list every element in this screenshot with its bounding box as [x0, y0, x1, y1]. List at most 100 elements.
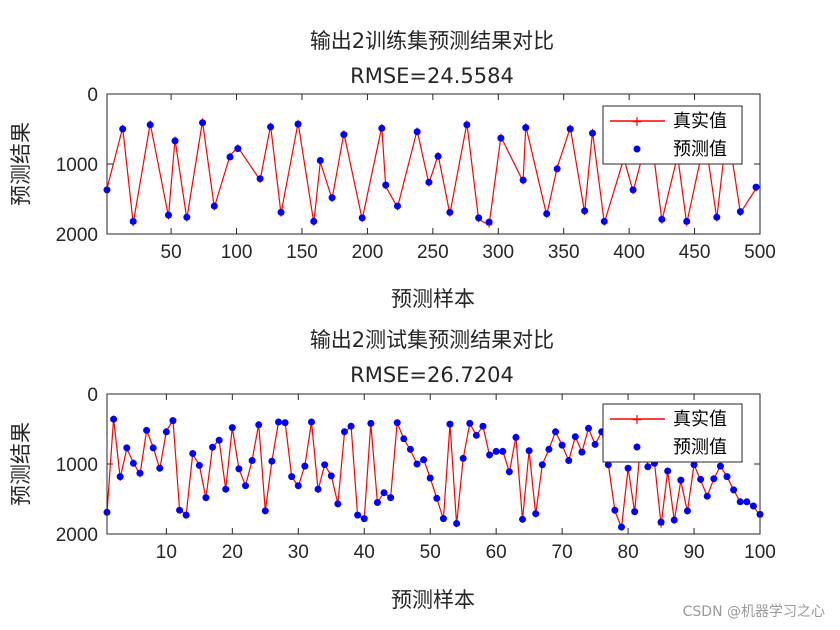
predicted-point — [723, 473, 731, 481]
predicted-point — [222, 485, 230, 493]
legend-entry-true: 真实值 — [673, 111, 727, 132]
legend-dot-swatch — [633, 145, 641, 153]
predicted-point — [327, 472, 335, 480]
predicted-point — [519, 176, 527, 184]
predicted-point — [294, 482, 302, 490]
predicted-point — [463, 121, 471, 129]
predicted-point — [600, 217, 608, 225]
legend-box — [602, 403, 743, 463]
predicted-point — [604, 461, 612, 469]
predicted-point — [195, 461, 203, 469]
predicted-point — [248, 457, 256, 464]
predicted-point — [268, 457, 276, 465]
y-tick-label: 1000 — [56, 155, 98, 176]
predicted-point — [677, 476, 685, 484]
predicted-point — [149, 444, 157, 452]
predicted-point — [274, 418, 282, 426]
chart-subtitle: RMSE=24.5584 — [350, 64, 514, 88]
predicted-point — [492, 447, 500, 455]
x-tick-label: 50 — [161, 242, 182, 263]
test-chart: 输出2测试集预测结果对比 RMSE=26.7204 10 20 30 40 50 60 70… — [9, 328, 776, 612]
predicted-point — [400, 435, 408, 443]
predicted-point — [629, 186, 637, 194]
predicted-point — [499, 447, 507, 455]
predicted-point — [334, 500, 342, 508]
predicted-point — [210, 202, 218, 210]
x-tick-label: 80 — [618, 542, 639, 563]
predicted-point — [143, 426, 151, 434]
predicted-point — [585, 424, 593, 432]
predicted-point — [123, 444, 131, 452]
predicted-point — [162, 428, 170, 436]
predicted-point — [752, 183, 760, 191]
predicted-point — [426, 474, 434, 482]
x-tick-label: 20 — [222, 542, 243, 563]
predicted-point — [301, 462, 309, 470]
predicted-point — [202, 494, 210, 502]
predicted-point — [378, 124, 386, 132]
predicted-point — [209, 443, 217, 451]
predicted-point — [307, 418, 315, 426]
predicted-point — [226, 153, 234, 161]
x-tick-label: 250 — [417, 242, 449, 263]
predicted-point — [420, 456, 428, 464]
chart-title: 输出2训练集预测结果对比 — [310, 29, 554, 53]
predicted-point — [591, 440, 599, 448]
training-chart: 输出2训练集预测结果对比 RMSE=24.5584 50 100 150 200 250… — [9, 29, 776, 311]
predicted-point — [683, 217, 691, 225]
predicted-point — [129, 459, 137, 467]
predicted-point — [670, 516, 678, 524]
predicted-point — [277, 208, 285, 216]
predicted-point — [256, 175, 264, 183]
x-tick-label: 400 — [613, 242, 645, 263]
predicted-point — [472, 431, 480, 439]
legend-dot-swatch — [633, 443, 641, 451]
predicted-point — [413, 128, 421, 136]
predicted-point — [393, 419, 401, 427]
predicted-point — [316, 157, 324, 164]
x-tick-label: 50 — [420, 542, 441, 563]
predicted-point — [169, 417, 177, 425]
x-tick-label: 150 — [286, 242, 318, 263]
y-axis-label: 预测结果 — [9, 122, 33, 206]
predicted-point — [439, 515, 447, 523]
predicted-point — [485, 218, 493, 226]
x-axis-ticks: 10 20 30 40 50 60 70 80 90 100 — [156, 394, 776, 563]
predicted-point — [294, 120, 302, 128]
legend: + 真实值 预测值 — [602, 403, 743, 463]
predicted-point — [255, 421, 263, 429]
predicted-point — [611, 506, 619, 514]
predicted-point — [486, 451, 494, 459]
predicted-point — [425, 178, 433, 186]
predicted-point — [281, 419, 289, 427]
predicted-point — [413, 460, 421, 468]
predicted-point — [199, 119, 207, 127]
predicted-point — [288, 473, 296, 481]
y-axis-ticks: 0 1000 2000 — [56, 385, 760, 546]
predicted-point — [525, 447, 533, 455]
predicted-point — [347, 422, 355, 430]
predicted-point — [182, 511, 190, 519]
legend-plus-marker: + — [631, 412, 643, 428]
predicted-point — [242, 482, 250, 490]
predicted-point — [136, 469, 144, 477]
predicted-point — [644, 463, 652, 471]
predicted-point — [566, 125, 574, 133]
predicted-point — [189, 450, 197, 457]
predicted-point — [382, 181, 390, 189]
predicted-point — [475, 214, 483, 222]
y-tick-label: 1000 — [56, 455, 98, 476]
predicted-point — [215, 436, 223, 444]
predicted-point — [657, 518, 665, 526]
predicted-point — [497, 134, 505, 142]
predicted-point — [703, 492, 711, 500]
predicted-point — [165, 211, 173, 219]
legend-entry-true: 真实值 — [673, 409, 727, 430]
predicted-point — [146, 121, 154, 129]
predicted-point — [617, 523, 625, 531]
predicted-point — [749, 502, 757, 510]
x-tick-label: 30 — [288, 542, 309, 563]
predicted-point — [387, 494, 395, 502]
predicted-point — [716, 462, 724, 470]
